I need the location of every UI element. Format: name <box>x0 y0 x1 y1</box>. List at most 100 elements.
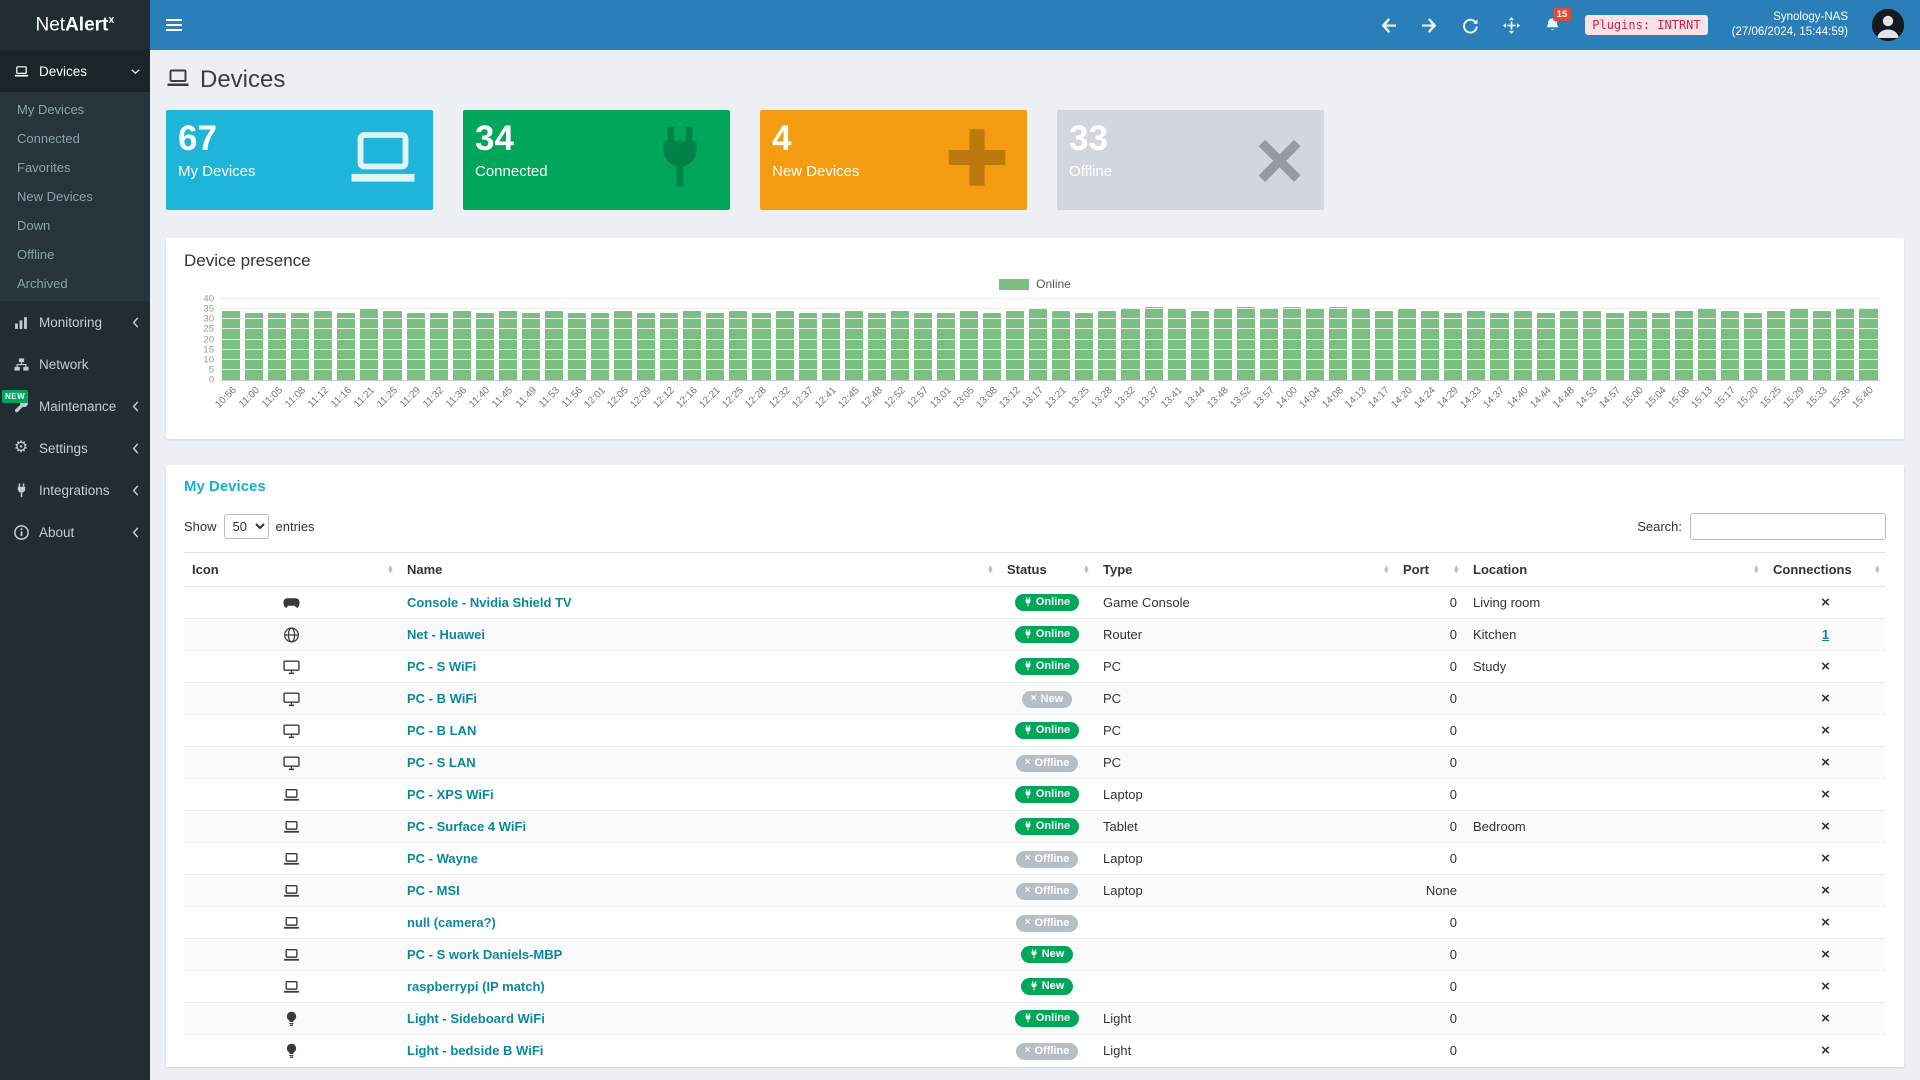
table-row[interactable]: Console - Nvidia Shield TV Online Game Con… <box>184 586 1886 619</box>
sidebar-subitem-down[interactable]: Down <box>17 218 51 233</box>
presence-bar <box>1536 313 1555 380</box>
device-link[interactable]: PC - Wayne <box>407 851 479 866</box>
column-header-connections[interactable]: Connections ▲ ▼ <box>1765 552 1886 587</box>
chevron-left-icon <box>131 442 140 454</box>
table-row[interactable]: PC - Surface 4 WiFi Online Tablet 0 Bedroom × <box>184 810 1886 843</box>
device-type-cell <box>184 1034 399 1067</box>
table-row[interactable]: PC - B LAN Online PC 0 × <box>184 714 1886 747</box>
column-header-location[interactable]: Location ▲ ▼ <box>1465 552 1765 587</box>
table-row[interactable]: PC - XPS WiFi Online Laptop 0 × <box>184 778 1886 811</box>
x-axis-label: 14:44 <box>1527 385 1554 411</box>
presence-bar <box>567 313 586 380</box>
nav-forward-button[interactable] <box>1421 17 1438 34</box>
device-link[interactable]: PC - MSI <box>407 883 460 898</box>
x-axis-label: 14:24 <box>1412 385 1439 411</box>
sidebar-subitem-new-devices[interactable]: New Devices <box>17 189 93 204</box>
presence-bar <box>429 313 448 380</box>
table-row[interactable]: Net - Huawei Online Router 0 Kitchen 1 <box>184 618 1886 651</box>
table-row[interactable]: PC - B WiFi × New PC 0 × <box>184 682 1886 715</box>
stat-card-connected[interactable]: 34 Connected <box>463 110 730 210</box>
move-panels-button[interactable] <box>1503 16 1521 34</box>
page-length-select[interactable]: 50 <box>223 514 269 539</box>
device-link[interactable]: PC - B WiFi <box>407 691 477 706</box>
user-avatar[interactable] <box>1872 9 1904 41</box>
sidebar-subitem-favorites[interactable]: Favorites <box>17 160 71 175</box>
device-link[interactable]: PC - B LAN <box>407 723 477 738</box>
table-row[interactable]: PC - Wayne × Offline Laptop 0 × <box>184 842 1886 875</box>
sidebar-subitem-connected[interactable]: Connected <box>17 131 80 146</box>
x-axis-label: 13:48 <box>1205 385 1231 411</box>
device-link[interactable]: Light - Sideboard WiFi <box>407 1011 545 1026</box>
table-row[interactable]: PC - S LAN × Offline PC 0 × <box>184 746 1886 779</box>
sidebar-subitem-my-devices[interactable]: My Devices <box>17 102 85 117</box>
device-link[interactable]: PC - S WiFi <box>407 659 477 674</box>
x-axis-label: 13:01 <box>928 385 954 411</box>
table-row[interactable]: PC - MSI × Offline Laptop None × <box>184 874 1886 907</box>
sidebar-item-settings[interactable]: ⚙ Settings <box>0 427 150 469</box>
column-header-icon[interactable]: Icon ▲ ▼ <box>184 552 399 587</box>
device-port-cell: 0 <box>1395 1034 1465 1067</box>
stat-card-my-devices[interactable]: 67 My Devices <box>166 110 433 210</box>
app-logo[interactable]: NetAlertx <box>0 0 150 50</box>
search-input[interactable] <box>1690 513 1886 540</box>
sidebar-item-devices[interactable]: Devices <box>0 50 150 92</box>
sidebar-subitem-offline[interactable]: Offline <box>17 247 55 262</box>
stat-card-offline[interactable]: 33 Offline × <box>1057 110 1324 210</box>
sidebar-toggle-button[interactable] <box>150 0 198 50</box>
main-content: Devices 67 My Devices 34 Connected 4 New Devi… <box>150 0 1920 1080</box>
sidebar-item-maintenance[interactable]: Maintenance <box>0 385 150 427</box>
notifications-button[interactable]: 15 <box>1544 7 1572 34</box>
sort-icon: ▲ ▼ <box>1452 561 1460 576</box>
stat-label: Connected <box>475 162 548 180</box>
status-badge: Online <box>1014 658 1080 675</box>
column-header-name[interactable]: Name ▲ ▼ <box>399 552 999 587</box>
wrench-icon <box>12 398 30 414</box>
table-row[interactable]: PC - S work Daniels-MBP New 0 × <box>184 938 1886 971</box>
x-icon: × <box>1024 853 1031 864</box>
sidebar-item-monitoring[interactable]: Monitoring <box>0 301 150 343</box>
x-axis-label: 14:57 <box>1597 385 1623 411</box>
x-axis-label: 11:53 <box>536 385 562 410</box>
column-header-type[interactable]: Type ▲ ▼ <box>1095 552 1395 587</box>
device-location-cell <box>1465 938 1765 971</box>
presence-bar <box>1698 309 1717 380</box>
device-link[interactable]: Console - Nvidia Shield TV <box>407 595 572 610</box>
sort-icon: ▲ ▼ <box>1752 561 1760 576</box>
x-icon: × <box>1024 757 1031 768</box>
sidebar-subitem-archived[interactable]: Archived <box>17 276 68 291</box>
presence-bar <box>314 311 333 380</box>
sidebar-item-network[interactable]: Network <box>0 343 150 385</box>
laptop-icon <box>283 946 300 961</box>
table-row[interactable]: Light - Sideboard WiFi Online Light 0 × <box>184 1002 1886 1035</box>
plugins-status-badge[interactable]: Plugins: INTRNT <box>1585 15 1708 35</box>
table-row[interactable]: raspberrypi (IP match) New 0 × <box>184 970 1886 1003</box>
connections-link[interactable]: 1 <box>1821 627 1830 642</box>
stat-card-new-devices[interactable]: 4 New Devices <box>760 110 1027 210</box>
presence-bar <box>1305 309 1324 380</box>
device-link[interactable]: Light - bedside B WiFi <box>407 1043 544 1059</box>
device-link[interactable]: PC - Surface 4 WiFi <box>407 819 527 834</box>
sidebar-item-integrations[interactable]: Integrations <box>0 469 150 511</box>
device-type-text-cell: PC <box>1095 682 1395 715</box>
nav-back-button[interactable] <box>1380 17 1397 34</box>
presence-bar <box>1098 311 1117 380</box>
presence-bar <box>1167 309 1186 380</box>
sort-icon: ▲ ▼ <box>986 561 994 576</box>
device-link[interactable]: PC - S LAN <box>407 755 476 770</box>
device-link[interactable]: raspberrypi (IP match) <box>407 979 545 994</box>
table-row[interactable]: null (camera?) × Offline 0 × <box>184 906 1886 939</box>
table-row[interactable]: Light - bedside B WiFi × Offline Light 0 × <box>184 1034 1886 1067</box>
brand-sup: x <box>108 13 115 26</box>
device-link[interactable]: PC - S work Daniels-MBP <box>407 947 563 962</box>
device-link[interactable]: null (camera?) <box>407 915 496 930</box>
device-link[interactable]: PC - XPS WiFi <box>407 787 494 802</box>
device-link[interactable]: Net - Huawei <box>407 627 486 642</box>
column-header-status[interactable]: Status ▲ ▼ <box>999 552 1095 587</box>
presence-bar <box>1721 311 1740 380</box>
table-row[interactable]: PC - S WiFi Online PC 0 Study × <box>184 650 1886 683</box>
device-type-cell <box>184 682 399 715</box>
refresh-button[interactable] <box>1462 17 1479 34</box>
column-header-port[interactable]: Port ▲ ▼ <box>1395 552 1465 587</box>
sidebar-item-about[interactable]: About <box>0 511 150 553</box>
column-label: Type <box>1103 562 1133 577</box>
